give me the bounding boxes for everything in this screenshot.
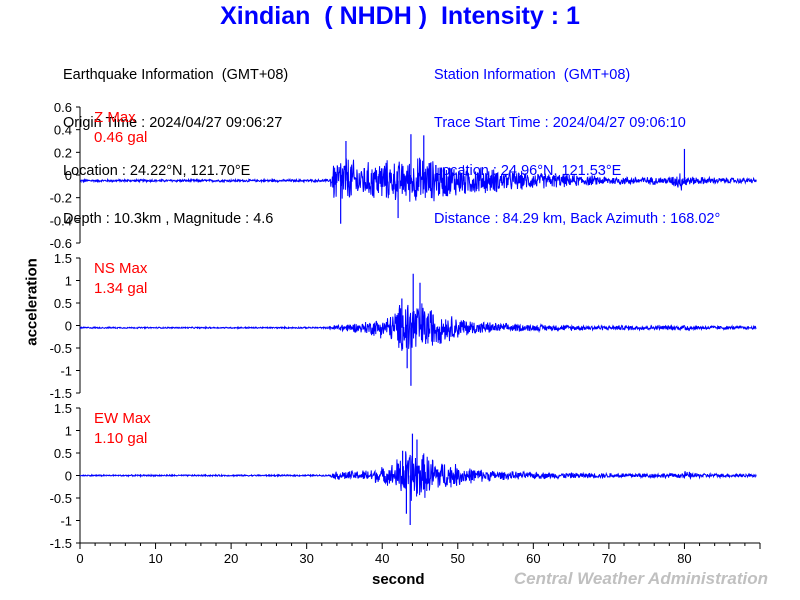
y-tick-label: -0.6 <box>50 236 72 251</box>
peak-value: 1.34 gal <box>94 280 147 297</box>
y-tick-label: -0.5 <box>50 341 72 356</box>
y-tick-label: -1 <box>60 364 72 379</box>
peak-label: Z Max <box>94 109 136 126</box>
y-tick-label: 1.5 <box>54 251 72 266</box>
x-tick-label: 30 <box>299 551 313 566</box>
x-tick-label: 20 <box>224 551 238 566</box>
y-tick-label: 0 <box>65 168 72 183</box>
station-info: Station Information (GMT+08) Trace Start… <box>434 35 720 243</box>
earthquake-info: Earthquake Information (GMT+08) Origin T… <box>63 35 288 243</box>
x-axis-label: second <box>372 571 425 588</box>
y-tick-label: 0.4 <box>54 123 72 138</box>
origin-time: Origin Time : 2024/04/27 09:06:27 <box>63 115 283 131</box>
trace-start-time: Trace Start Time : 2024/04/27 09:06:10 <box>434 115 686 131</box>
peak-label: EW Max <box>94 410 151 427</box>
x-tick-label: 50 <box>451 551 465 566</box>
y-tick-label: 0.2 <box>54 145 72 160</box>
y-tick-label: -0.4 <box>50 213 72 228</box>
x-tick-label: 60 <box>526 551 540 566</box>
y-tick-label: 1 <box>65 274 72 289</box>
panel-z: -0.6 -0.4 -0.2 0 0.2 0.4 0.6 Z Max 0.46 gal <box>50 100 757 251</box>
y-tick-label: -0.2 <box>50 191 72 206</box>
distance-azimuth: Distance : 84.29 km, Back Azimuth : 168.… <box>434 211 721 227</box>
y-tick-label: 0.5 <box>54 446 72 461</box>
y-tick-label: 0 <box>65 319 72 334</box>
y-tick-label: 0 <box>65 469 72 484</box>
depth-magnitude: Depth : 10.3km , Magnitude : 4.6 <box>63 211 274 227</box>
y-tick-label: 1 <box>65 424 72 439</box>
y-axis-label: acceleration <box>23 258 41 346</box>
y-tick-label: 0.5 <box>54 296 72 311</box>
y-tick-label: 0.6 <box>54 100 72 115</box>
peak-label: NS Max <box>94 260 148 277</box>
x-tick-label: 80 <box>677 551 691 566</box>
x-tick-label: 0 <box>76 551 83 566</box>
trace-z <box>79 157 757 202</box>
peak-value: 1.10 gal <box>94 430 147 447</box>
y-tick-label: -0.5 <box>50 491 72 506</box>
trace-ns <box>79 303 757 351</box>
y-tick-label: -1.5 <box>50 386 72 401</box>
panel-ns: -1.5 -1 -0.5 0 0.5 1 1.5 NS Max 1.34 gal <box>50 251 757 401</box>
panel-ew: -1.5 -1 -0.5 0 0.5 1 1.5 EW Max 1.10 gal <box>50 401 757 551</box>
chart-title: Xindian ( NHDH ) Intensity : 1 <box>220 2 580 30</box>
y-tick-label: -1.5 <box>50 536 72 551</box>
earthquake-info-header: Earthquake Information (GMT+08) <box>63 67 289 83</box>
peak-value: 0.46 gal <box>94 129 147 146</box>
station-info-header: Station Information (GMT+08) <box>434 67 631 83</box>
trace-ew <box>79 451 757 501</box>
x-tick-label: 40 <box>375 551 389 566</box>
y-tick-label: 1.5 <box>54 401 72 416</box>
x-tick-label: 10 <box>148 551 162 566</box>
cwa-watermark: Central Weather Administration <box>513 569 768 588</box>
x-tick-label: 70 <box>602 551 616 566</box>
y-tick-label: -1 <box>60 514 72 529</box>
